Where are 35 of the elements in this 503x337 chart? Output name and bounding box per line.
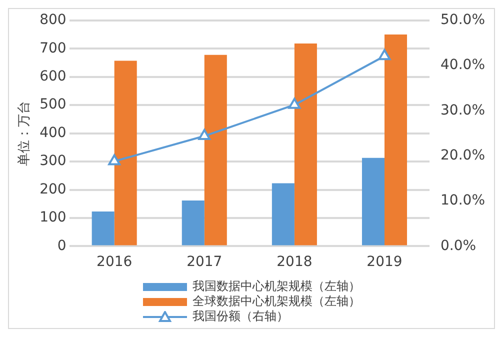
x-tick-label: 2018	[276, 254, 312, 270]
bar	[272, 183, 294, 246]
point	[288, 98, 301, 109]
y-tick-label: 700	[40, 40, 66, 56]
x-tick-label: 2019	[366, 254, 402, 270]
bar	[204, 54, 227, 246]
y2-tick-label: 50.0%	[440, 12, 486, 28]
bar	[362, 158, 384, 246]
x-tick-label: 2016	[96, 254, 132, 270]
point	[198, 129, 211, 140]
x-tick-label: 2017	[186, 254, 222, 270]
y2-tick-label: 40.0%	[440, 57, 486, 74]
y2-tick-label: 10.0%	[440, 192, 486, 209]
legend-label: 全球数据中心机架规模（左轴）	[192, 294, 360, 309]
y-tick-label: 800	[40, 12, 66, 28]
bar	[92, 211, 114, 246]
y2-tick-label: 20.0%	[440, 148, 486, 164]
legend-label: 我国数据中心机架规模（左轴）	[192, 279, 360, 294]
y-tick-label: 500	[40, 96, 66, 113]
y-tick-label: 0	[57, 238, 66, 254]
y-tick-label: 600	[40, 68, 66, 84]
y2-tick-label: 30.0%	[440, 102, 486, 118]
y-axis-title: 单位：万台	[17, 100, 32, 166]
y-tick-label: 400	[40, 124, 66, 141]
bar	[182, 200, 204, 246]
y-tick-label: 100	[40, 210, 66, 226]
bar	[384, 34, 408, 246]
y-tick-label: 300	[40, 153, 66, 170]
bar	[294, 44, 317, 246]
legend-label: 我国份额（右轴）	[192, 309, 288, 324]
point	[378, 49, 391, 60]
y2-tick-label: 0.0%	[440, 238, 476, 254]
point	[108, 154, 121, 166]
y-tick-label: 200	[40, 181, 66, 198]
bar	[114, 60, 137, 246]
